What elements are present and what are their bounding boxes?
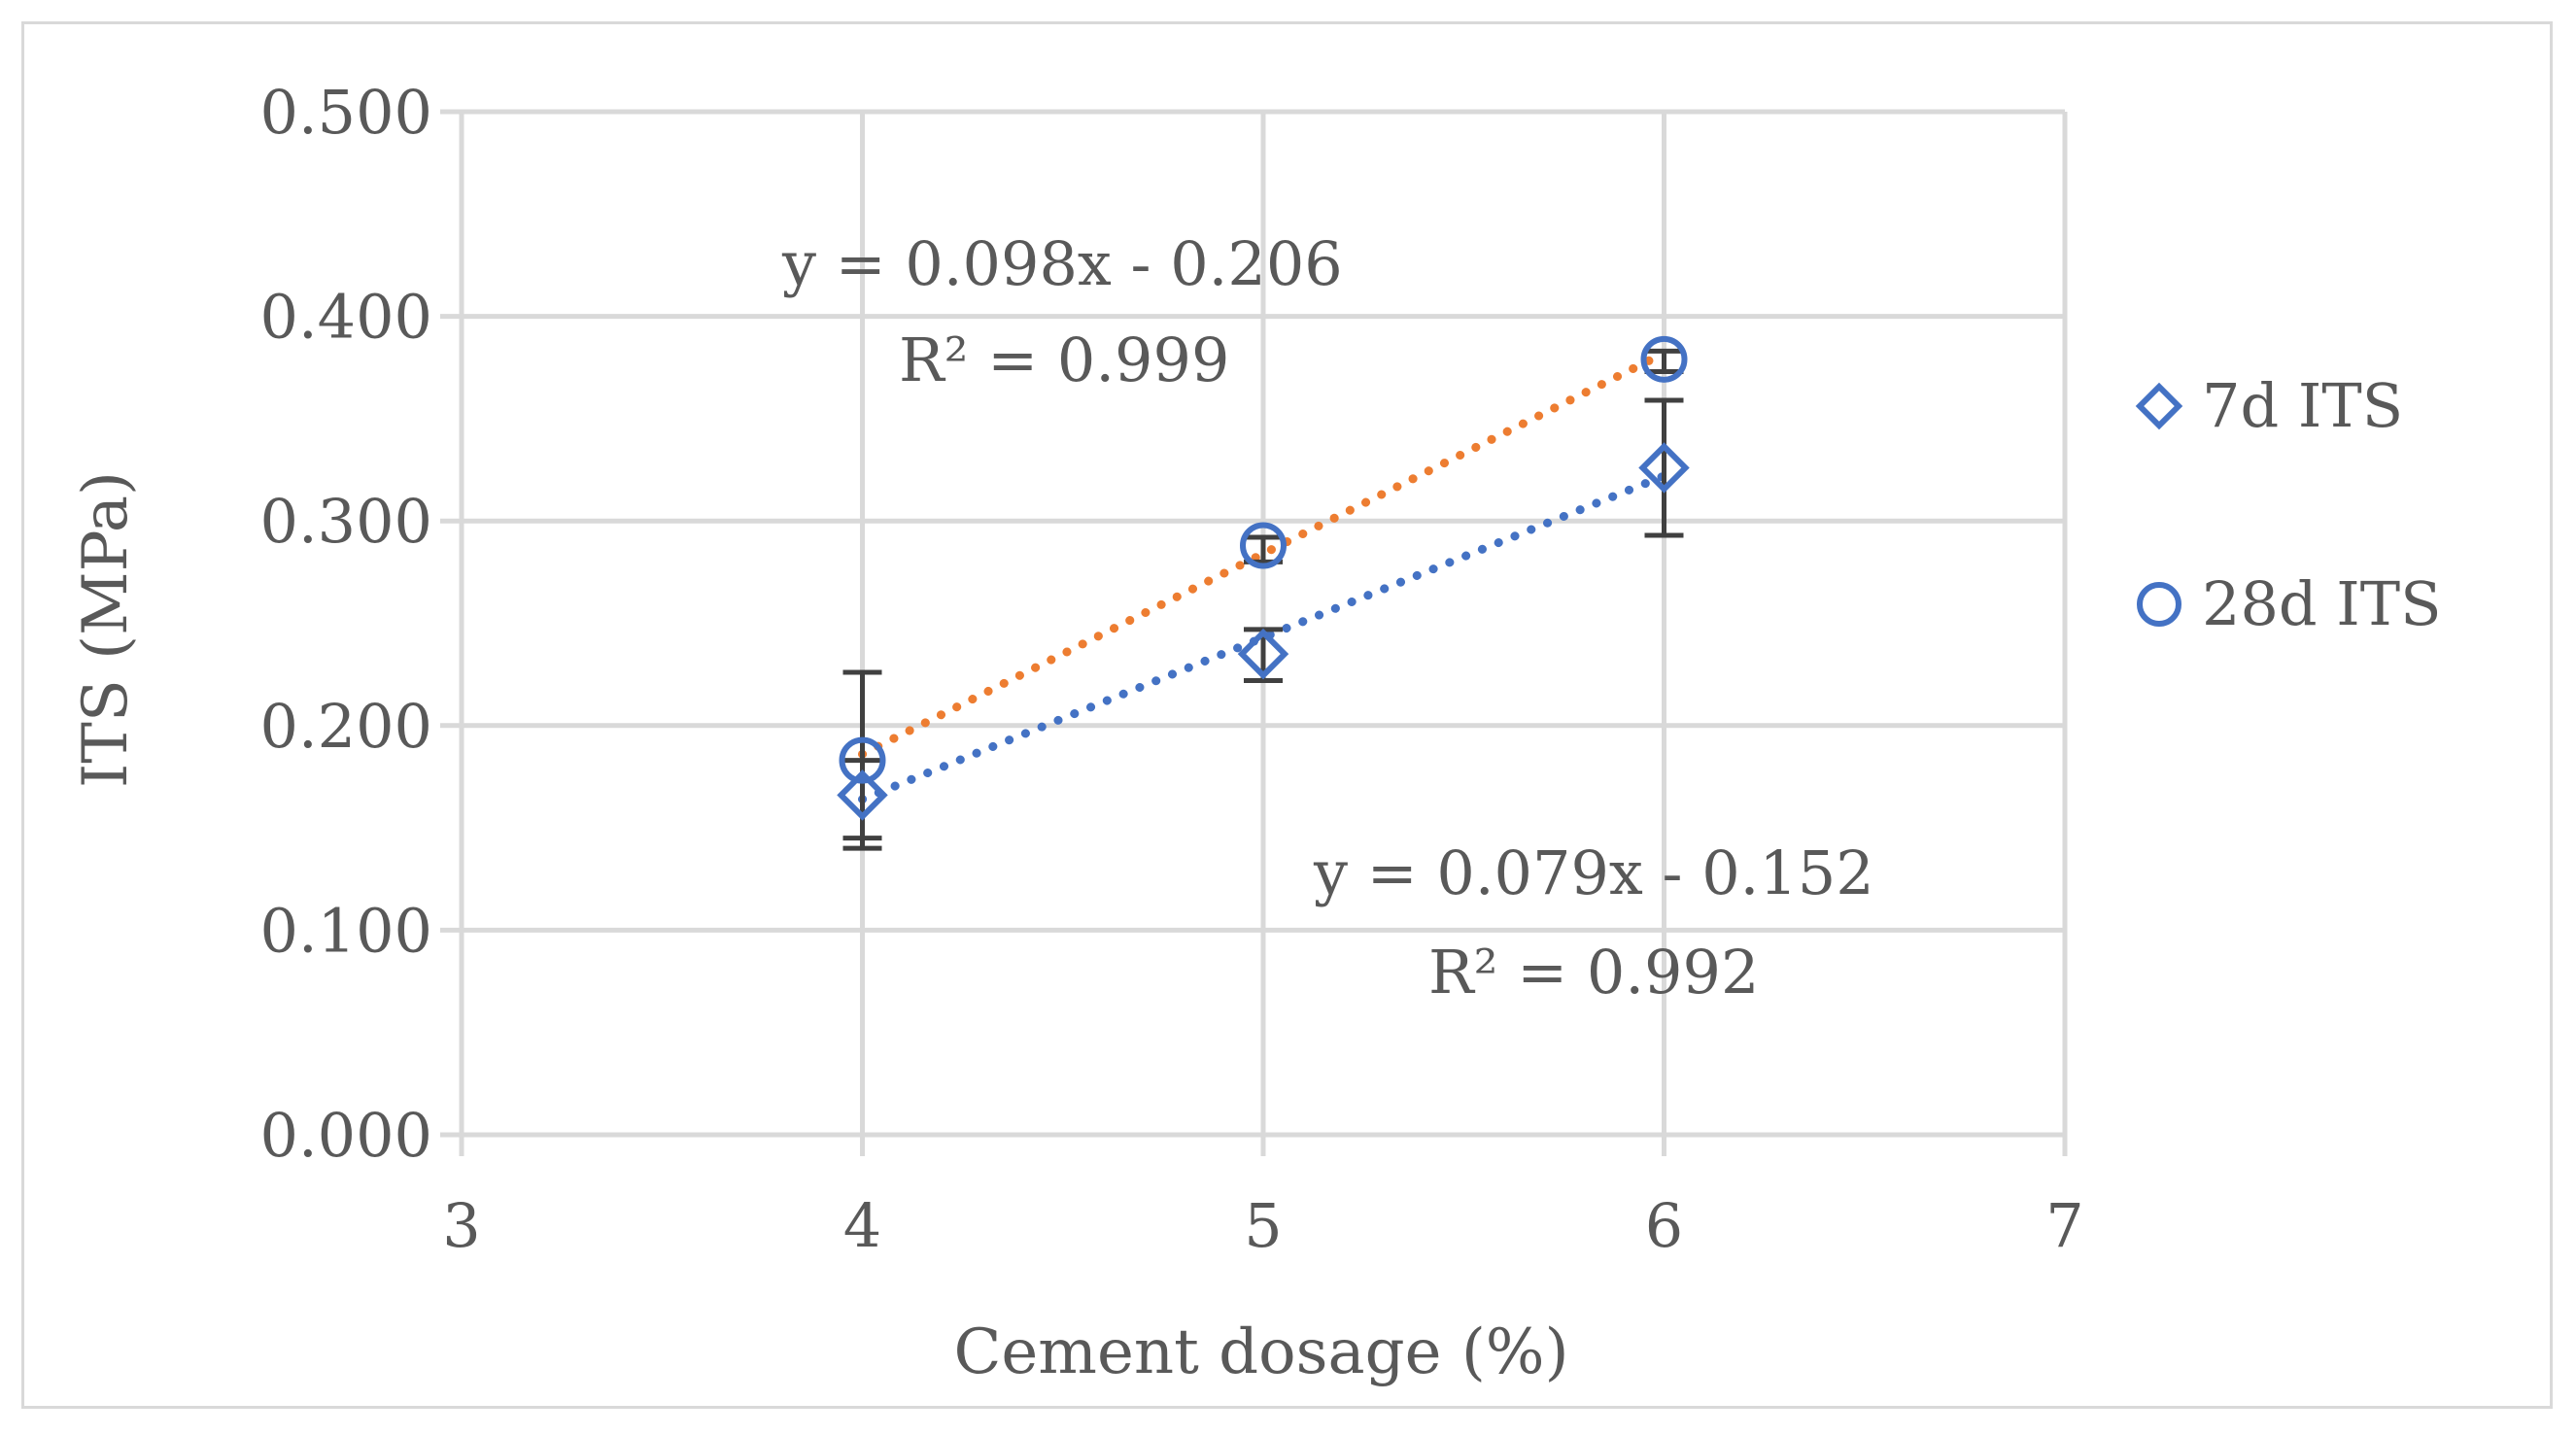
legend-item-7d: 7d ITS: [2135, 370, 2403, 441]
y-tick-label: 0.500: [260, 77, 433, 148]
legend-item-28d: 28d ITS: [2137, 568, 2442, 639]
legend-label-28d: 28d ITS: [2202, 568, 2442, 639]
y-tick-label: 0.300: [260, 486, 433, 557]
legend: 7d ITS 28d ITS: [2135, 370, 2442, 639]
y-tick-labels: 0.000 0.100 0.200 0.300 0.400 0.500: [260, 77, 433, 1171]
equation-28d: y = 0.098x - 0.206: [781, 228, 1343, 299]
x-tick-labels: 3 4 5 6 7: [442, 1190, 2083, 1261]
r2-28d: R² = 0.999: [899, 325, 1229, 395]
x-tick-label: 4: [843, 1190, 881, 1261]
x-tick-label: 5: [1244, 1190, 1282, 1261]
point-28d: [839, 736, 886, 784]
x-axis-title: Cement dosage (%): [953, 1316, 1568, 1388]
y-tick-label: 0.200: [260, 691, 433, 762]
x-tick-label: 3: [442, 1190, 480, 1261]
point-7d: [1237, 628, 1289, 680]
grid-lines: [459, 109, 2068, 1156]
diamond-icon: [2135, 382, 2183, 430]
y-tick-label: 0.400: [260, 282, 433, 353]
y-tick-label: 0.000: [260, 1100, 433, 1171]
point-7d: [837, 769, 888, 821]
legend-label-7d: 7d ITS: [2202, 370, 2403, 441]
point-28d: [1640, 335, 1688, 383]
y-tick-label: 0.100: [260, 895, 433, 966]
trendlines: [858, 349, 1668, 804]
equation-7d: y = 0.079x - 0.152: [1313, 837, 1874, 908]
x-tick-label: 7: [2045, 1190, 2083, 1261]
y-axis-title: ITS (MPa): [70, 471, 142, 788]
trendline-label-28d: y = 0.098x - 0.206 R² = 0.999: [781, 228, 1343, 395]
point-7d: [1638, 442, 1690, 494]
point-28d: [1240, 522, 1287, 569]
r2-7d: R² = 0.992: [1428, 937, 1759, 1008]
chart-frame: [21, 21, 2553, 1409]
trendline-label-7d: y = 0.079x - 0.152 R² = 0.992: [1313, 837, 1874, 1008]
circle-icon: [2137, 582, 2181, 627]
trendline-7d: [858, 471, 1668, 804]
data-markers: [837, 335, 1690, 821]
x-tick-label: 6: [1645, 1190, 1683, 1261]
axes: [440, 109, 2065, 1138]
